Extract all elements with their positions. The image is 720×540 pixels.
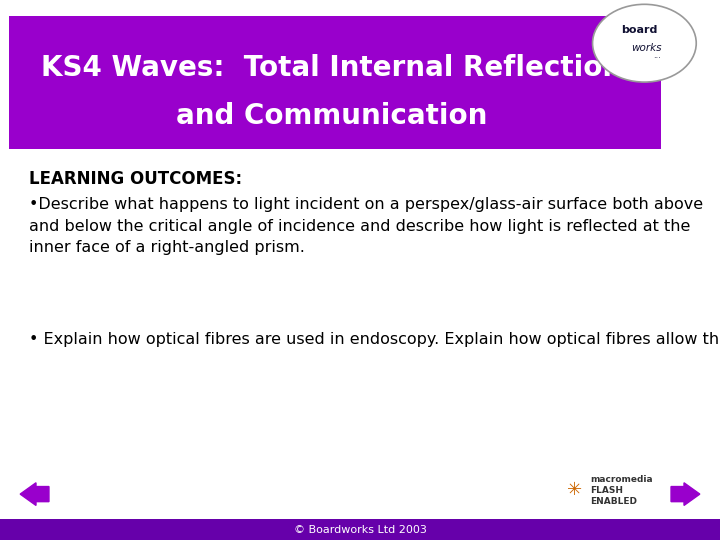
Text: LEARNING OUTCOMES:: LEARNING OUTCOMES: bbox=[29, 170, 242, 188]
Bar bbox=[0, 519, 720, 540]
Bar bbox=[9, 16, 661, 148]
Text: works: works bbox=[631, 43, 662, 52]
Text: © Boardworks Ltd 2003: © Boardworks Ltd 2003 bbox=[294, 525, 426, 535]
Circle shape bbox=[593, 4, 696, 82]
FancyArrow shape bbox=[671, 483, 700, 505]
FancyArrow shape bbox=[20, 483, 49, 505]
Text: KS4 Waves:  Total Internal Reflection: KS4 Waves: Total Internal Reflection bbox=[40, 53, 622, 82]
Text: •Describe what happens to light incident on a perspex/glass-air surface both abo: •Describe what happens to light incident… bbox=[29, 197, 703, 255]
Text: macromedia
FLASH
ENABLED: macromedia FLASH ENABLED bbox=[590, 475, 653, 506]
Text: • Explain how optical fibres are used in endoscopy. Explain how optical fibres a: • Explain how optical fibres are used in… bbox=[29, 332, 720, 347]
Text: board: board bbox=[621, 25, 657, 35]
Text: ...: ... bbox=[653, 51, 660, 60]
Text: ✳: ✳ bbox=[567, 481, 582, 500]
Text: and Communication: and Communication bbox=[176, 102, 487, 130]
